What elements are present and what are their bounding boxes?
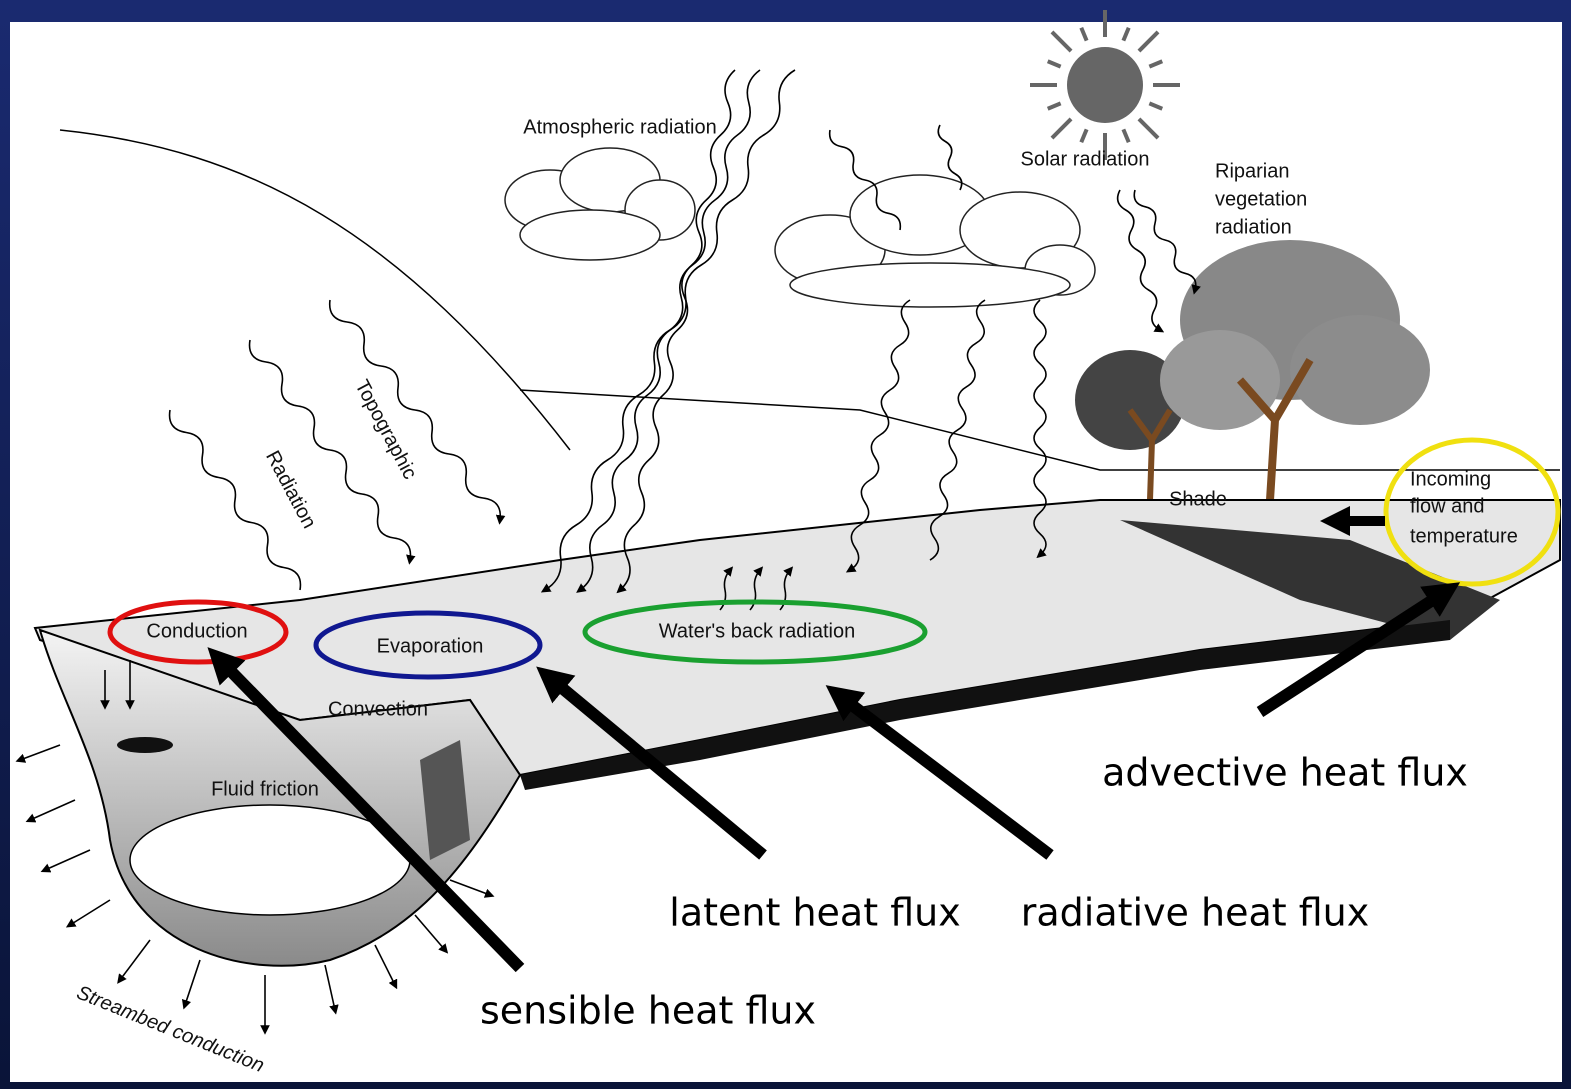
callout: advective heat flux	[1102, 751, 1468, 795]
root	[420, 740, 470, 860]
conduction-arrow	[25, 799, 76, 823]
sun-ray	[1079, 26, 1089, 42]
sun-ray	[1121, 26, 1131, 42]
sun-ray	[1137, 30, 1160, 53]
horizon-line	[519, 389, 1560, 471]
radiation-wave	[929, 299, 986, 561]
shade-shadow	[1120, 520, 1500, 640]
label: Water's back radiation	[659, 620, 856, 642]
radiation-wave	[328, 299, 506, 525]
streambed-gravel	[129, 804, 411, 916]
label: Fluid friction	[211, 778, 319, 800]
label: Solar radiation	[1021, 148, 1150, 170]
label: flow and	[1410, 495, 1485, 517]
conduction-arrow	[374, 944, 398, 990]
label: Convection	[328, 698, 428, 720]
conduction-arrow	[65, 899, 111, 928]
sun-ray	[1148, 101, 1164, 111]
radiation-wave	[1133, 189, 1201, 295]
sun-ray	[1050, 117, 1073, 140]
callout: radiative heat flux	[1021, 891, 1370, 935]
label: Shade	[1169, 488, 1227, 510]
cloud	[774, 174, 1096, 308]
sun-ray	[1046, 59, 1062, 69]
radiation-wave	[828, 129, 902, 231]
conduction-arrow	[15, 744, 61, 763]
label: Conduction	[146, 620, 247, 642]
conduction-arrow	[324, 964, 339, 1015]
sun-ray	[1046, 101, 1062, 111]
terrain-line	[59, 129, 571, 451]
back-radiation-ring	[582, 599, 928, 665]
radiation-wave	[845, 299, 911, 573]
callout: latent heat flux	[669, 891, 960, 935]
conduction-arrow	[414, 914, 449, 954]
sun-ray	[1148, 59, 1164, 69]
evaporation-ring	[313, 610, 543, 680]
conduction-arrow	[181, 959, 201, 1010]
radiation-wave	[168, 409, 302, 591]
radiation-wave	[1033, 299, 1047, 559]
conduction-ring	[107, 599, 289, 665]
label: Evaporation	[377, 635, 484, 657]
fish	[117, 737, 173, 753]
label: temperature	[1410, 525, 1518, 547]
callout-arrows	[207, 506, 1461, 973]
radiation-wave	[937, 124, 963, 191]
label: Atmospheric radiation	[523, 116, 716, 138]
label: Incoming	[1410, 468, 1491, 490]
sun	[1030, 10, 1180, 160]
radiation-wave	[540, 69, 796, 593]
conduction-arrow	[449, 879, 495, 898]
label: vegetation	[1215, 188, 1307, 210]
incoming-ring	[1383, 437, 1561, 587]
label: Riparian	[1215, 160, 1289, 182]
radiation-wave	[616, 69, 736, 594]
trees	[1075, 240, 1430, 501]
sun-ray	[1137, 117, 1160, 140]
radiation-wave	[1116, 189, 1165, 333]
radiation-wave	[749, 566, 764, 611]
conduction-arrow	[40, 849, 91, 873]
bank	[520, 620, 1450, 790]
radiation-wave	[248, 339, 416, 565]
sun-ray	[1079, 128, 1089, 144]
sun-ray	[1121, 128, 1131, 144]
cloud	[504, 147, 696, 261]
callout: sensible heat flux	[480, 989, 816, 1033]
label: radiation	[1215, 216, 1292, 238]
conduction-arrow	[117, 939, 151, 984]
sun-ray	[1050, 30, 1073, 53]
